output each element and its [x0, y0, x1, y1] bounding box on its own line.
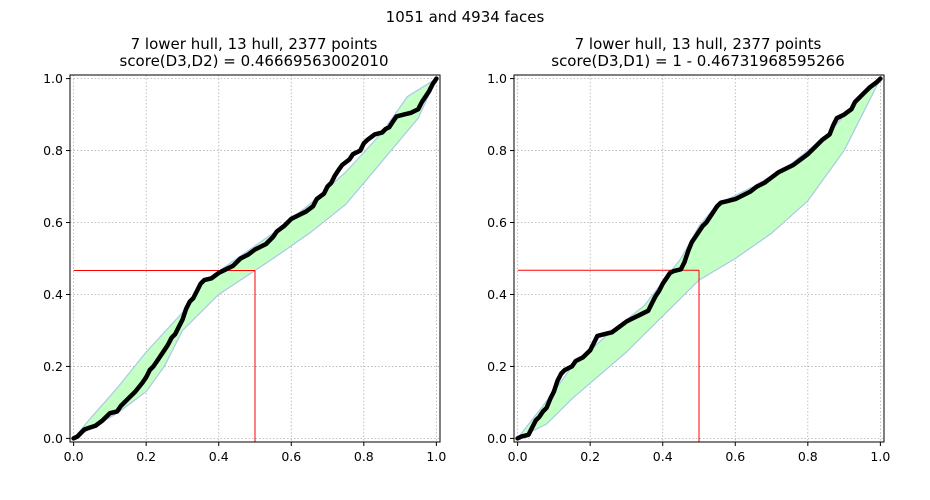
- left-xtick-label-2: 0.4: [209, 449, 229, 464]
- right-xtick-label-0: 0.0: [508, 449, 528, 464]
- right-xtick-label-4: 0.8: [798, 449, 818, 464]
- right-ytick-label-0: 0.0: [487, 431, 507, 446]
- left-xtick-label-4: 0.8: [354, 449, 374, 464]
- right-xtick-label-1: 0.2: [580, 449, 600, 464]
- left-xtick-label-3: 0.6: [281, 449, 301, 464]
- right-xtick-label-3: 0.6: [725, 449, 745, 464]
- right-ytick-label-2: 0.4: [487, 287, 507, 302]
- left-ytick-label-0: 0.0: [43, 431, 63, 446]
- left-ytick-label-5: 1.0: [43, 71, 63, 86]
- right-ytick-label-5: 1.0: [487, 71, 507, 86]
- right-ytick-label-3: 0.6: [487, 215, 507, 230]
- left-xtick-label-5: 1.0: [426, 449, 446, 464]
- left-title-line2: score(D3,D2) = 0.46669563002010: [120, 52, 389, 70]
- left-axes-frame: [69, 74, 441, 443]
- left-ytick-label-2: 0.4: [43, 287, 63, 302]
- left-xtick-label-0: 0.0: [64, 449, 84, 464]
- right-curve: [515, 76, 883, 441]
- left-ytick-label-1: 0.2: [43, 359, 63, 374]
- right-subplot: 7 lower hull, 13 hull, 2377 points score…: [487, 35, 890, 464]
- right-plot-area: 0.00.0 0.2 0.2 0.4 0.4 0.6 0.6 0.8 0.8 1.0 1.0: [487, 71, 890, 464]
- right-axes-frame: [513, 74, 885, 443]
- left-plot-area: 0.00.0 0.2 0.2 0.4 0.4 0.6 0.6 0.8 0.8 1.0 1.0: [43, 71, 446, 464]
- left-xtick-label-1: 0.2: [136, 449, 156, 464]
- right-title-line2: score(D3,D1) = 1 - 0.46731968595266: [551, 52, 844, 70]
- left-ytick-label-4: 0.8: [43, 143, 63, 158]
- figure-suptitle: 1051 and 4934 faces: [386, 8, 545, 26]
- left-ytick-label-3: 0.6: [43, 215, 63, 230]
- right-title-line1: 7 lower hull, 13 hull, 2377 points: [575, 35, 822, 53]
- left-title-line1: 7 lower hull, 13 hull, 2377 points: [131, 35, 378, 53]
- right-ytick-label-4: 0.8: [487, 143, 507, 158]
- right-ytick-label-1: 0.2: [487, 359, 507, 374]
- right-xtick-label-2: 0.4: [653, 449, 673, 464]
- left-curve: [71, 76, 439, 441]
- left-subplot: 7 lower hull, 13 hull, 2377 points score…: [43, 35, 446, 464]
- right-xtick-label-5: 1.0: [870, 449, 890, 464]
